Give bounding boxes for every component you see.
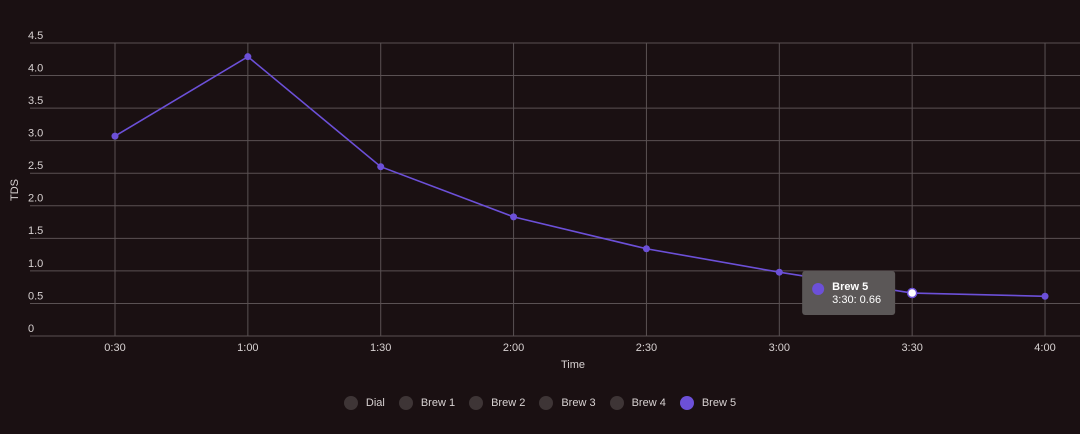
- chart: Time TDS 0 0.5 1.0 1.5 2.0 2.5 3.0 3.5 4.0 4.5 0:3…: [9, 30, 1080, 371]
- legend-label: Brew 1: [420, 397, 456, 409]
- y-tick-label: 3.0: [28, 128, 43, 140]
- legend-item[interactable]: Brew 2: [469, 396, 525, 410]
- x-tick-label: 2:30: [636, 342, 657, 354]
- tooltip-title: Brew 5: [832, 281, 868, 293]
- y-axis-label: TDS: [9, 179, 21, 201]
- tooltip-swatch: [812, 283, 825, 296]
- y-tick-label: 0.5: [28, 290, 43, 302]
- x-tick-label: 1:00: [237, 342, 258, 354]
- x-tick-label: 3:30: [901, 342, 922, 354]
- data-point: [111, 132, 119, 140]
- x-tick-label: 4:00: [1034, 342, 1055, 354]
- data-point: [510, 213, 518, 221]
- y-tick-label: 4.0: [28, 62, 43, 74]
- legend-label: Brew 3: [561, 397, 596, 409]
- legend-label: Brew 5: [701, 397, 737, 409]
- tooltip-text: 3:30: 0.66: [832, 294, 881, 306]
- legend-item[interactable]: Brew 4: [609, 396, 666, 410]
- data-point: [906, 287, 918, 299]
- y-tick-label: 1.5: [28, 225, 43, 237]
- legend: Dial Brew 1 Brew 2 Brew 3 Brew 4 Brew 5: [0, 396, 1080, 410]
- x-tick-label: 1:30: [370, 342, 391, 354]
- data-point: [244, 53, 252, 61]
- x-tick-label: 3:00: [769, 342, 790, 354]
- y-tick-label: 3.5: [28, 95, 43, 107]
- y-tick-label: 2.0: [28, 193, 43, 205]
- tooltip: Brew 53:30: 0.66: [802, 271, 896, 316]
- x-tick-label: 0:30: [104, 342, 125, 354]
- data-point: [642, 245, 650, 253]
- grid: [30, 42, 1080, 337]
- x-axis-label: Time: [561, 359, 585, 371]
- y-tick-label: 4.5: [28, 30, 43, 42]
- line: [114, 55, 1046, 298]
- tooltip-box: [802, 271, 896, 316]
- legend-swatch: [469, 396, 484, 410]
- legend-item[interactable]: Brew 5: [679, 396, 737, 410]
- legend-item[interactable]: Brew 3: [539, 396, 596, 410]
- legend-swatch: [343, 396, 358, 410]
- legend-label: Brew 4: [631, 397, 666, 409]
- legend-item[interactable]: Brew 1: [398, 396, 456, 410]
- legend-swatch: [539, 396, 554, 410]
- legend-label: Brew 2: [491, 397, 526, 409]
- y-tick-label: 1.0: [28, 258, 43, 270]
- legend-swatch: [679, 396, 694, 410]
- legend-item[interactable]: Dial: [343, 396, 385, 410]
- data-point: [377, 163, 385, 171]
- data-point: [1041, 292, 1049, 300]
- x-tick-label: 2:00: [503, 342, 524, 354]
- data-point: [775, 268, 783, 276]
- y-tick-label: 0: [28, 323, 34, 335]
- legend-label: Dial: [365, 397, 385, 409]
- legend-swatch: [609, 396, 624, 410]
- legend-swatch: [398, 396, 413, 410]
- y-tick-label: 2.5: [28, 160, 43, 172]
